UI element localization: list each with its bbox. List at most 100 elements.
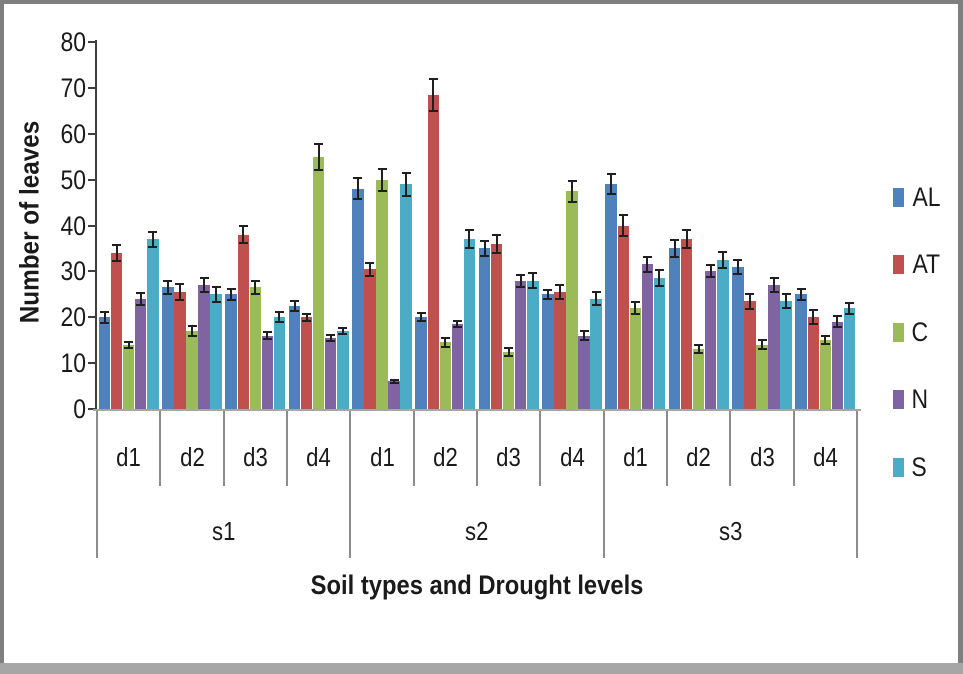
error-bar-cap	[112, 244, 122, 247]
error-bar-line	[658, 268, 661, 288]
error-bar-S-s3-d1	[654, 268, 664, 288]
error-bar-C-s3-d3	[757, 339, 767, 351]
error-bar-cap	[642, 271, 652, 274]
bar-AL-s3-d3	[732, 266, 744, 409]
bar-C-s3-d1	[629, 308, 642, 409]
error-bar-cap	[745, 292, 755, 295]
error-bar-line	[507, 346, 510, 357]
bar-AT-s1-d3	[237, 234, 250, 409]
error-bar-line	[266, 330, 269, 341]
error-bar-cap	[606, 173, 616, 176]
error-bar-cap	[100, 321, 110, 324]
y-tick-mark	[88, 362, 96, 365]
error-bar-cap	[353, 177, 363, 180]
bar-N-s1-d1	[134, 298, 147, 409]
bar-C-s1-d4	[312, 156, 325, 409]
legend-label: N	[911, 384, 929, 414]
y-tick-mark	[88, 270, 96, 273]
error-bar-cap	[416, 320, 426, 323]
bar-AT-s1-d4	[300, 317, 313, 409]
error-bar-line	[115, 244, 118, 262]
error-bar-line	[836, 315, 839, 329]
drought-label: d4	[540, 444, 603, 470]
error-bar-cap	[100, 310, 110, 313]
error-bar-N-s3-d4	[832, 315, 842, 329]
bar-S-s2-d4	[590, 298, 602, 409]
error-bar-line	[456, 319, 459, 329]
error-bar-cap	[591, 304, 601, 307]
error-bar-cap	[516, 273, 526, 276]
bar-S-s3-d2	[717, 259, 729, 409]
drought-label: d4	[287, 444, 350, 470]
error-bar-cap	[377, 189, 387, 192]
bar-N-s3-d3	[768, 285, 780, 409]
error-bar-cap	[808, 309, 818, 312]
error-bar-cap	[452, 326, 462, 329]
bar-N-s3-d4	[831, 321, 844, 409]
error-bar-cap	[844, 312, 854, 315]
y-tick-mark	[88, 41, 96, 43]
bar-AL-s1-d2	[162, 287, 174, 409]
error-bar-cap	[187, 334, 197, 337]
error-bar-AT-s3-d4	[808, 309, 818, 326]
y-tick-label: 50	[30, 164, 86, 195]
error-bar-line	[305, 312, 308, 322]
error-bar-line	[356, 177, 359, 201]
error-bar-N-s3-d1	[642, 255, 652, 274]
drought-label: d4	[794, 444, 857, 470]
error-bar-cap	[567, 200, 577, 203]
drought-label: d1	[604, 444, 667, 470]
soil-label-text: s3	[718, 516, 742, 546]
error-bar-cap	[238, 241, 248, 244]
error-bar-line	[571, 179, 573, 203]
bar-N-s2-d1	[388, 381, 400, 409]
error-bar-cap	[567, 179, 577, 182]
error-bar-cap	[428, 109, 438, 112]
y-tick-label-text: 20	[60, 302, 86, 333]
error-bar-cap	[365, 274, 375, 277]
legend-swatch-AT	[893, 255, 904, 274]
error-bar-AL-s2-d3	[480, 240, 490, 257]
y-tick-label-text: 50	[60, 164, 86, 195]
error-bar-cap	[428, 77, 438, 80]
error-bar-line	[468, 229, 471, 250]
bar-AT-s2-d2	[427, 94, 440, 409]
error-bar-line	[393, 378, 396, 385]
y-tick-mark	[88, 132, 96, 135]
error-bar-cap	[504, 354, 514, 357]
drought-label-text: d2	[179, 442, 205, 472]
error-bar-cap	[682, 247, 692, 250]
error-bar-line	[432, 77, 435, 112]
bar-C-s2-d1	[376, 179, 388, 409]
error-bar-cap	[163, 280, 173, 282]
drought-label-text: d1	[623, 442, 648, 472]
error-bar-cap	[832, 326, 842, 329]
error-bar-N-s3-d3	[769, 276, 779, 294]
error-bar-line	[203, 277, 206, 293]
legend-swatch-C	[893, 322, 904, 342]
error-bar-cap	[250, 279, 260, 282]
error-bar-cap	[314, 142, 324, 145]
error-bar-cap	[211, 301, 221, 304]
y-tick-label: 10	[30, 350, 86, 377]
error-bar-cap	[338, 332, 348, 335]
error-bar-cap	[326, 333, 336, 336]
soil-label: s2	[350, 518, 603, 544]
bar-S-s3-d3	[780, 301, 792, 409]
drought-label-text: d4	[306, 442, 331, 472]
bar-AL-s1-d4	[288, 305, 301, 409]
error-bar-C-s3-d1	[630, 301, 640, 316]
drought-label: d3	[477, 444, 540, 470]
error-bar-line	[368, 261, 371, 277]
y-tick-label: 30	[30, 258, 86, 285]
y-tick-label: 60	[30, 120, 86, 148]
legend-label: S	[911, 451, 927, 482]
error-bar-cap	[326, 340, 336, 343]
error-bar-cap	[389, 378, 399, 381]
error-bar-cap	[796, 287, 806, 290]
y-tick-label-text: 30	[60, 256, 86, 287]
bar-N-s1-d2	[198, 285, 210, 409]
error-bar-cap	[694, 352, 704, 355]
error-bar-S-s2-d1	[401, 171, 411, 197]
y-axis-line	[95, 40, 97, 410]
